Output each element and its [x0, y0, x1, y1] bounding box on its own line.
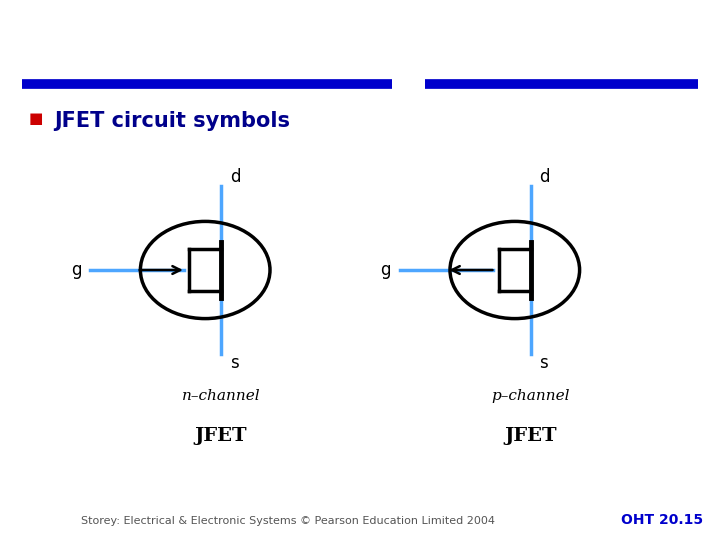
Text: OHT 20.15: OHT 20.15 [621, 512, 703, 526]
Text: g: g [71, 261, 81, 279]
Text: p–channel: p–channel [491, 389, 570, 403]
Text: d: d [539, 168, 550, 186]
Text: ■: ■ [29, 111, 43, 126]
Text: s: s [230, 354, 238, 372]
Text: s: s [539, 354, 548, 372]
Text: JFET: JFET [194, 427, 248, 444]
Text: Storey: Electrical & Electronic Systems © Pearson Education Limited 2004: Storey: Electrical & Electronic Systems … [81, 516, 495, 526]
Text: JFET circuit symbols: JFET circuit symbols [54, 111, 290, 131]
Text: g: g [380, 261, 391, 279]
Text: d: d [230, 168, 240, 186]
Text: JFET: JFET [504, 427, 557, 444]
Text: n–channel: n–channel [181, 389, 261, 403]
